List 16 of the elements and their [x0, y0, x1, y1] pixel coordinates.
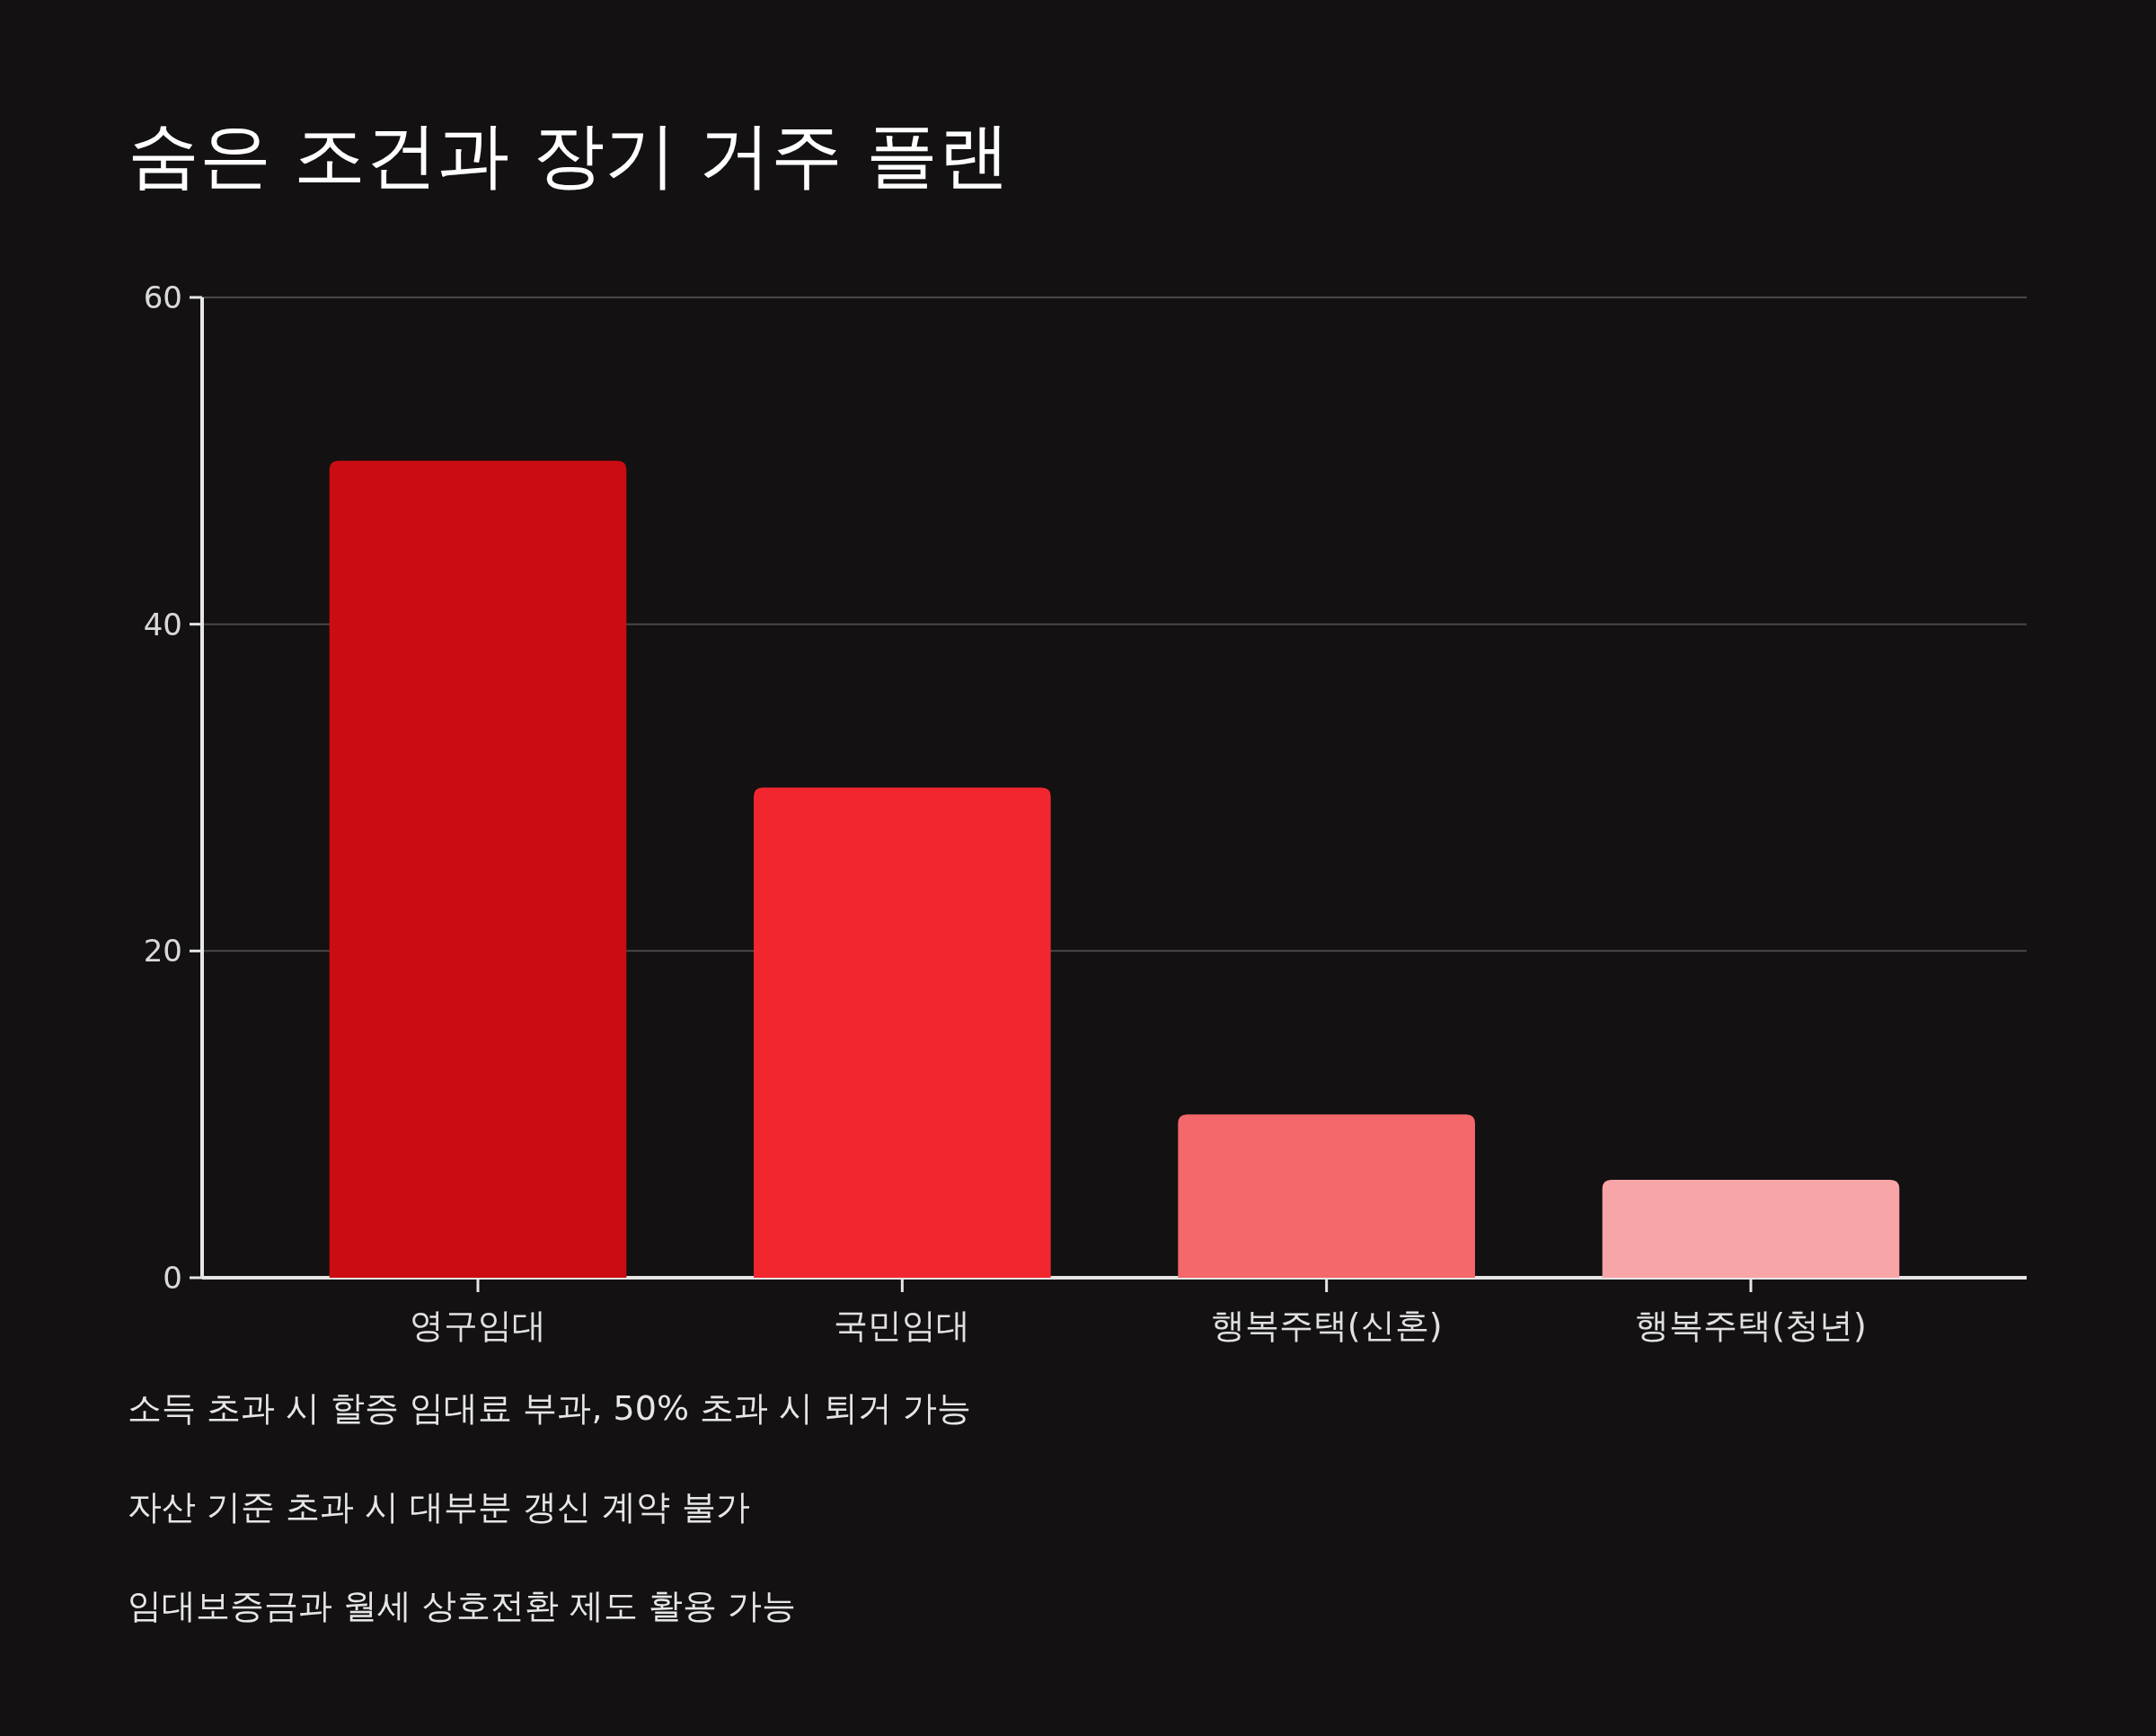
text: 소득 초과 시 할증 임대료 부과, 50% 초과 시 퇴거 가능 [128, 1388, 972, 1428]
x-tick-label: 국민임대 [834, 1306, 971, 1345]
x-tick-label: 행복주택(신혼) [1210, 1306, 1443, 1345]
y-tick-label: 60 [143, 279, 182, 315]
text: 자산 기준 초과 시 대부분 갱신 계약 불가 [128, 1487, 750, 1527]
y-tick-label: 40 [143, 606, 182, 642]
y-tick-label: 20 [143, 933, 182, 970]
chart-title: 숨은 조건과 장기 거주 플랜 [128, 113, 1010, 197]
text: 임대보증금과 월세 상호전환 제도 활용 가능 [128, 1586, 797, 1625]
x-tick-label: 행복주택(청년) [1635, 1306, 1867, 1345]
bar [329, 460, 627, 1278]
bar [1178, 1114, 1475, 1278]
bar [1602, 1179, 1900, 1278]
bar [754, 787, 1051, 1278]
y-tick-label: 0 [163, 1260, 182, 1296]
x-tick-label: 영구임대 [410, 1306, 547, 1345]
